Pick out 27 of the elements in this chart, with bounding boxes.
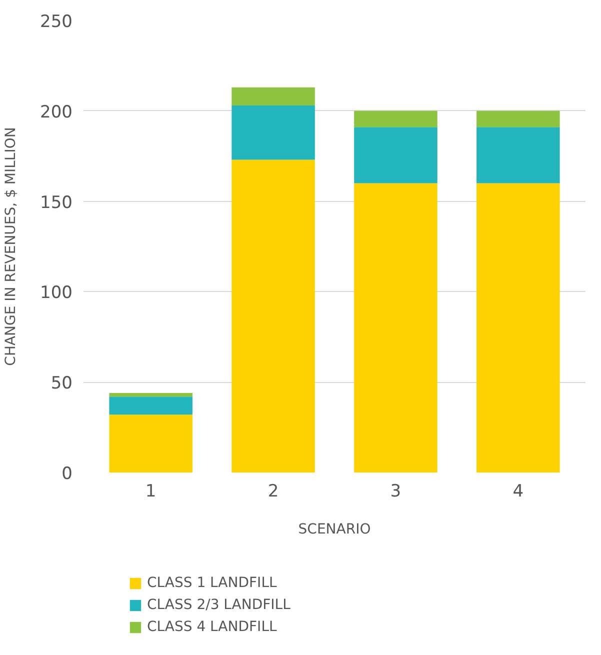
bar [476,183,560,472]
bar [232,87,315,106]
bar [354,127,438,184]
legend-label: CLASS 4 LANDFILL [147,619,277,635]
legend-label: CLASS 1 LANDFILL [147,575,277,591]
bar [109,392,192,397]
bar [354,110,438,128]
bar [109,396,192,415]
y-tick-label: 150 [40,192,73,213]
bar [232,160,315,472]
y-axis-title: CHANGE IN REVENUES, $ MILLION [3,127,20,366]
x-tick-label: 4 [512,482,524,502]
x-axis-title: SCENARIO [298,522,371,538]
y-tick-label: 250 [40,12,73,32]
y-tick-label: 50 [50,374,73,394]
bar [109,414,192,472]
x-tick-label: 3 [390,482,402,502]
bar [354,183,438,472]
y-tick-label: 200 [40,102,73,122]
x-tick-label: 2 [268,482,279,502]
bar [476,127,560,184]
y-tick-label: 0 [62,464,73,484]
bar [232,105,315,160]
y-tick-label: 100 [40,283,73,304]
legend-label: CLASS 2/3 LANDFILL [147,597,290,613]
bar [476,110,560,128]
x-tick-label: 1 [145,482,156,502]
